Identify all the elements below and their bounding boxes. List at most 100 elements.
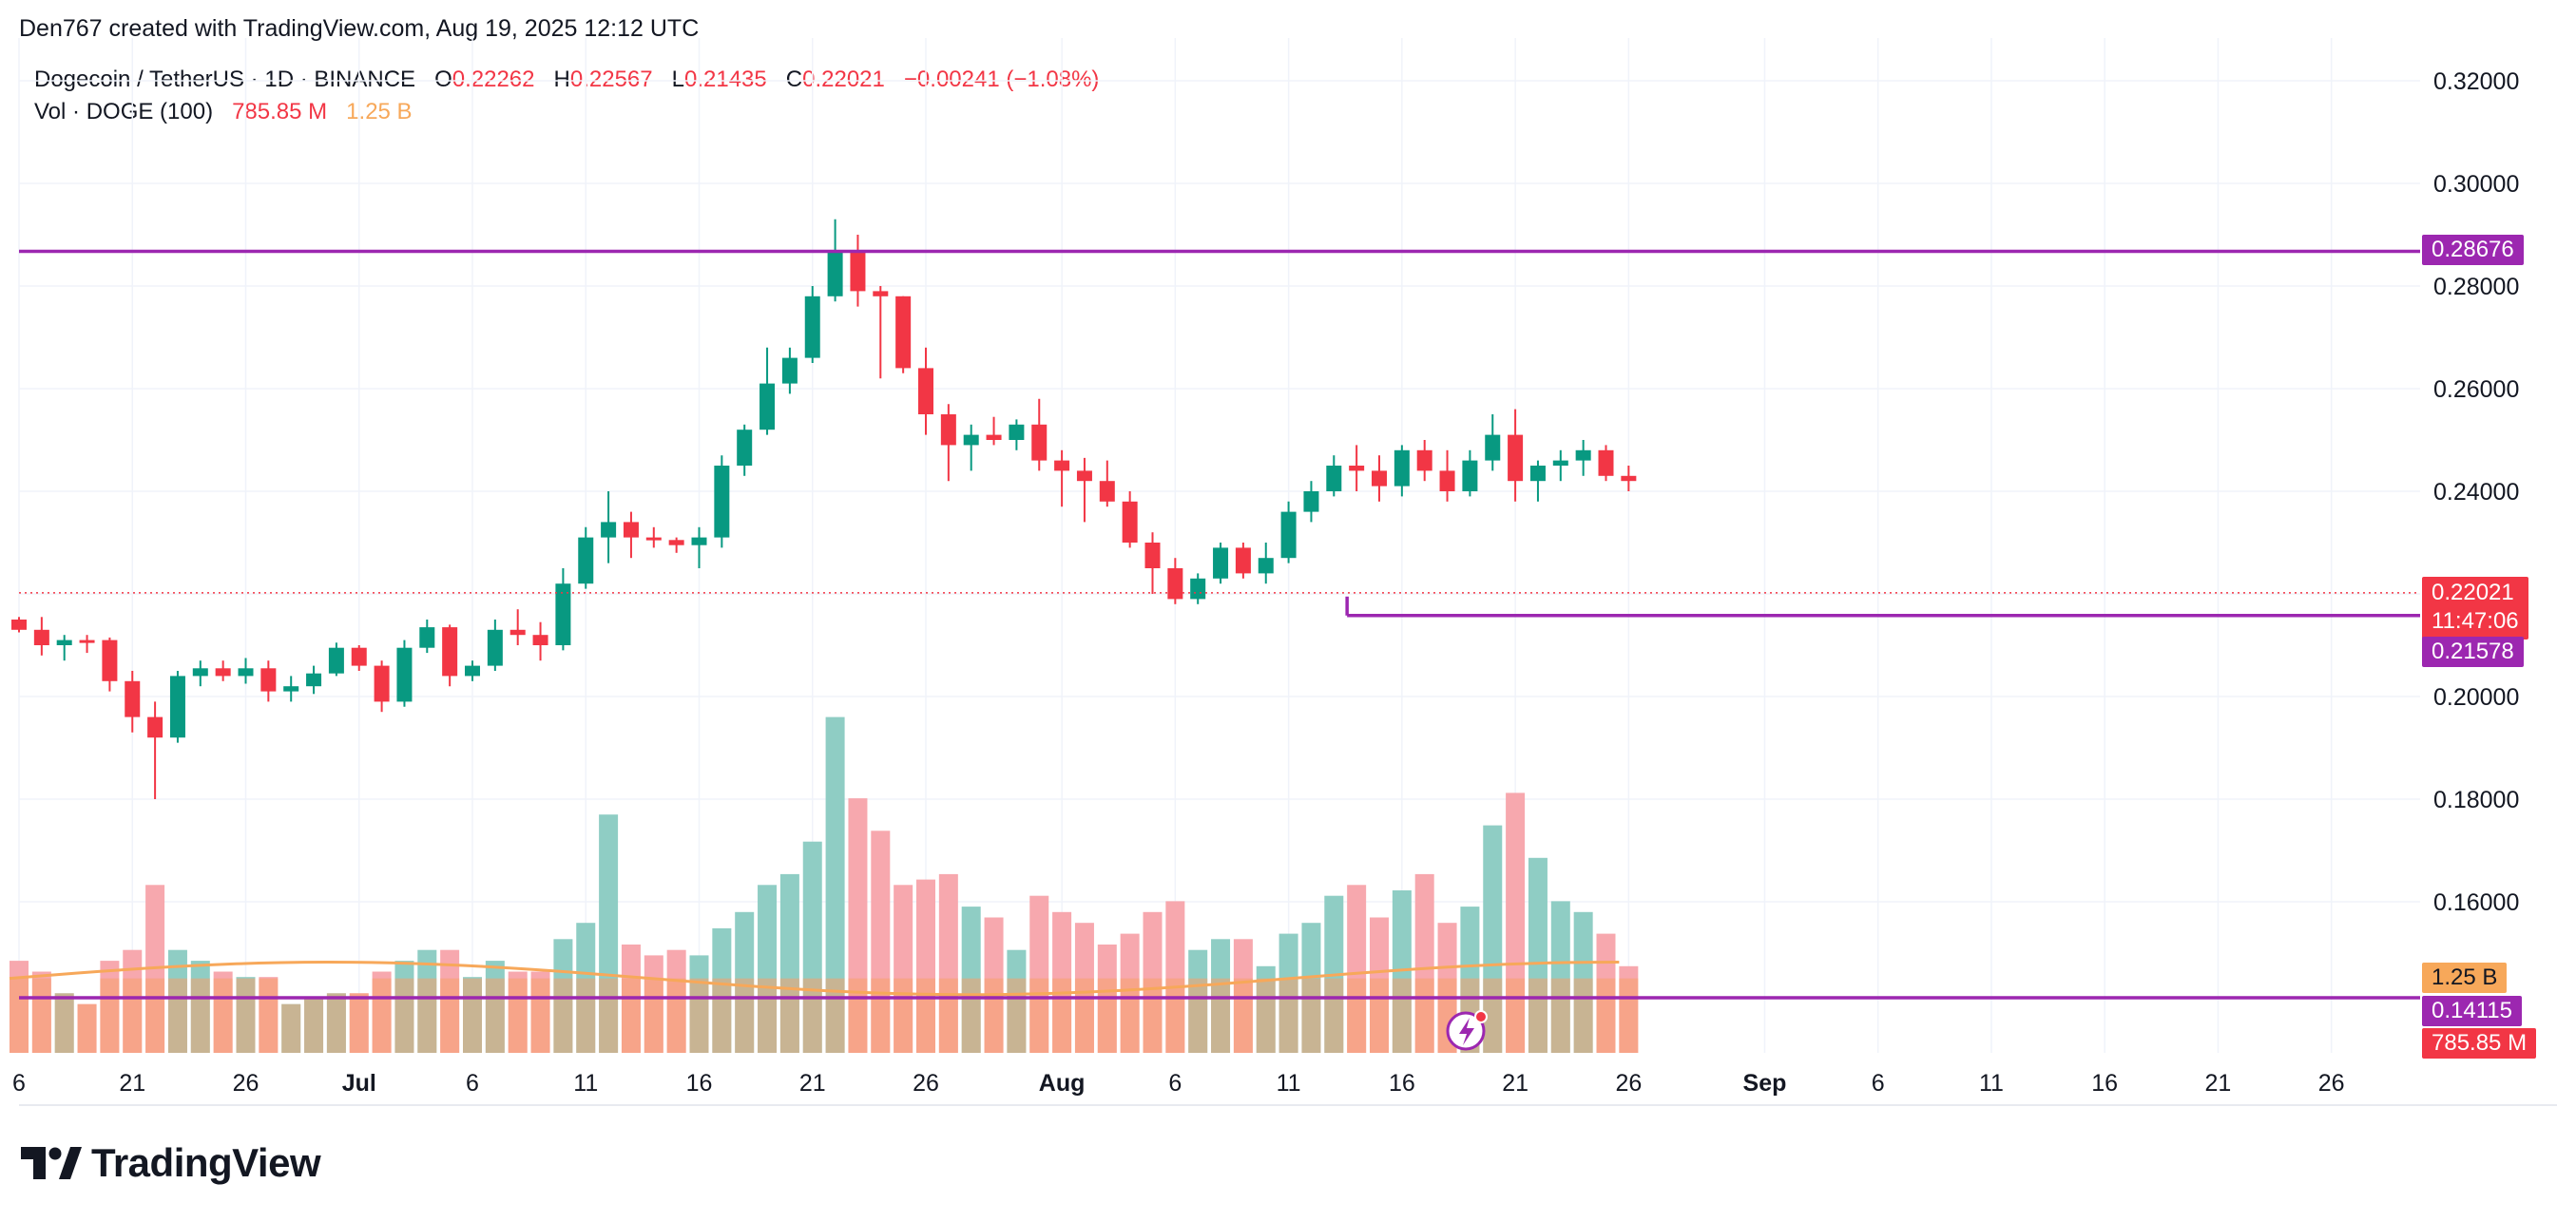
candle-body bbox=[419, 627, 435, 648]
candle-body bbox=[1439, 470, 1455, 491]
volume-ma-fill bbox=[508, 978, 528, 1053]
tradingview-brand[interactable]: TradingView bbox=[21, 1140, 321, 1186]
candle-body bbox=[1349, 466, 1365, 471]
candle-body bbox=[1190, 578, 1206, 600]
candle-body bbox=[442, 627, 458, 677]
candle-body bbox=[895, 296, 912, 369]
candle-body bbox=[147, 716, 163, 738]
volume-legend: Vol · DOGE (100) 785.85 M 1.25 B bbox=[34, 99, 413, 125]
candle-body bbox=[1031, 424, 1048, 461]
time-tick-label: 6 bbox=[466, 1070, 479, 1097]
change-value: −0.00241 (−1.08%) bbox=[903, 67, 1100, 92]
volume-ma-fill bbox=[145, 978, 165, 1053]
open-label: O bbox=[434, 67, 452, 92]
volume-ma-fill bbox=[961, 978, 981, 1053]
volume-ma-fill bbox=[167, 978, 187, 1053]
time-tick-label: 21 bbox=[799, 1070, 826, 1097]
volume-ma-fill bbox=[871, 978, 891, 1053]
time-tick-label: Sep bbox=[1743, 1070, 1787, 1097]
volume-line-tag: 0.14115 bbox=[2422, 996, 2522, 1026]
volume-ma-fill bbox=[1596, 978, 1616, 1053]
candle-body bbox=[691, 537, 707, 545]
candle-body bbox=[1144, 543, 1161, 568]
candle-body bbox=[328, 647, 344, 674]
volume-ma-fill bbox=[1074, 978, 1094, 1053]
time-tick-label: 16 bbox=[686, 1070, 713, 1097]
time-tick-label: 16 bbox=[1389, 1070, 1415, 1097]
volume-ma-fill bbox=[1324, 978, 1344, 1053]
candle-body bbox=[260, 668, 277, 692]
volume-ma-fill bbox=[984, 978, 1004, 1053]
chart-grid bbox=[18, 38, 2557, 1106]
volume-ma-fill bbox=[326, 993, 346, 1053]
candle-body bbox=[963, 434, 979, 446]
last-price-tag: 0.22021 11:47:06 bbox=[2422, 577, 2528, 640]
horizontal-lines[interactable] bbox=[19, 249, 2420, 1000]
volume-ma-fill bbox=[1052, 978, 1072, 1053]
volume-value-tag: 785.85 M bbox=[2422, 1028, 2537, 1059]
time-tick-label: 21 bbox=[119, 1070, 145, 1097]
candle-body bbox=[940, 414, 956, 446]
symbol-name[interactable]: Dogecoin / TetherUS · 1D · BINANCE bbox=[34, 67, 416, 92]
candle-body bbox=[1122, 501, 1138, 543]
candle-body bbox=[509, 629, 526, 636]
candle-body bbox=[33, 629, 49, 645]
candle-body bbox=[781, 357, 798, 384]
volume-ma-fill bbox=[1506, 978, 1526, 1053]
candle-body bbox=[283, 686, 299, 692]
volume-ma-fill bbox=[1414, 978, 1434, 1053]
candle-body bbox=[1258, 558, 1274, 574]
volume-ma-fill bbox=[417, 978, 437, 1053]
volume-ma-fill bbox=[372, 978, 392, 1053]
candle-body bbox=[487, 629, 503, 666]
candle-body bbox=[1462, 460, 1478, 491]
price-axis[interactable]: 0.32000 0.30000 0.28000 0.26000 0.24000 0.200… bbox=[2433, 68, 2519, 916]
candle-body bbox=[601, 522, 617, 538]
candle-body bbox=[1213, 547, 1229, 579]
time-tick-label: 26 bbox=[233, 1070, 260, 1097]
candle-body bbox=[396, 647, 413, 702]
candle-body bbox=[1416, 449, 1432, 471]
volume-ma-fill bbox=[1029, 978, 1049, 1053]
candle-body bbox=[645, 537, 662, 541]
candle-body bbox=[192, 668, 208, 677]
candle-body bbox=[56, 640, 72, 645]
time-tick-label: 16 bbox=[2091, 1070, 2118, 1097]
volume-ma-fill bbox=[1370, 978, 1389, 1053]
support-price-tag: 0.21578 bbox=[2422, 637, 2524, 667]
candle-body bbox=[1099, 481, 1115, 502]
volume-label[interactable]: Vol · DOGE (100) bbox=[34, 99, 214, 124]
time-tick-label: 11 bbox=[1277, 1070, 1301, 1097]
candle-body bbox=[918, 368, 933, 414]
price-tick-label: 0.32000 bbox=[2433, 68, 2519, 95]
volume-ma-fill bbox=[1528, 978, 1548, 1053]
volume-ma-tag: 1.25 B bbox=[2422, 963, 2508, 993]
low-label: L bbox=[671, 67, 684, 92]
price-tick-label: 0.24000 bbox=[2433, 479, 2519, 506]
time-tick-label: 11 bbox=[1979, 1070, 2004, 1097]
volume-ma-fill bbox=[1165, 978, 1185, 1053]
volume-ma-fill bbox=[758, 978, 778, 1053]
volume-ma-fill bbox=[1233, 978, 1253, 1053]
volume-ma-fill bbox=[848, 978, 868, 1053]
candle-body bbox=[804, 296, 820, 358]
candle-body bbox=[827, 250, 843, 296]
candle-body bbox=[1326, 466, 1342, 491]
volume-ma-fill bbox=[1278, 978, 1298, 1053]
volume-ma-fill bbox=[916, 978, 935, 1053]
price-tick-label: 0.20000 bbox=[2433, 684, 2519, 711]
replay-lightning-icon[interactable] bbox=[1446, 1010, 1488, 1051]
candle-body bbox=[873, 291, 889, 296]
volume-bars bbox=[9, 716, 1639, 1053]
volume-ma-fill bbox=[213, 978, 233, 1053]
candle-body bbox=[1621, 475, 1637, 482]
candle-body bbox=[306, 673, 322, 687]
volume-ma-fill bbox=[1347, 978, 1367, 1053]
close-label: C bbox=[785, 67, 803, 92]
time-axis[interactable]: 6 21 26 Jul 6 11 16 21 26 Aug 6 11 16 21 26 Sep 6 11 16 21 2… bbox=[12, 1070, 2345, 1097]
high-label: H bbox=[553, 67, 570, 92]
time-tick-label: 21 bbox=[2205, 1070, 2232, 1097]
volume-ma-fill bbox=[1573, 978, 1593, 1053]
candle-body bbox=[374, 665, 390, 702]
